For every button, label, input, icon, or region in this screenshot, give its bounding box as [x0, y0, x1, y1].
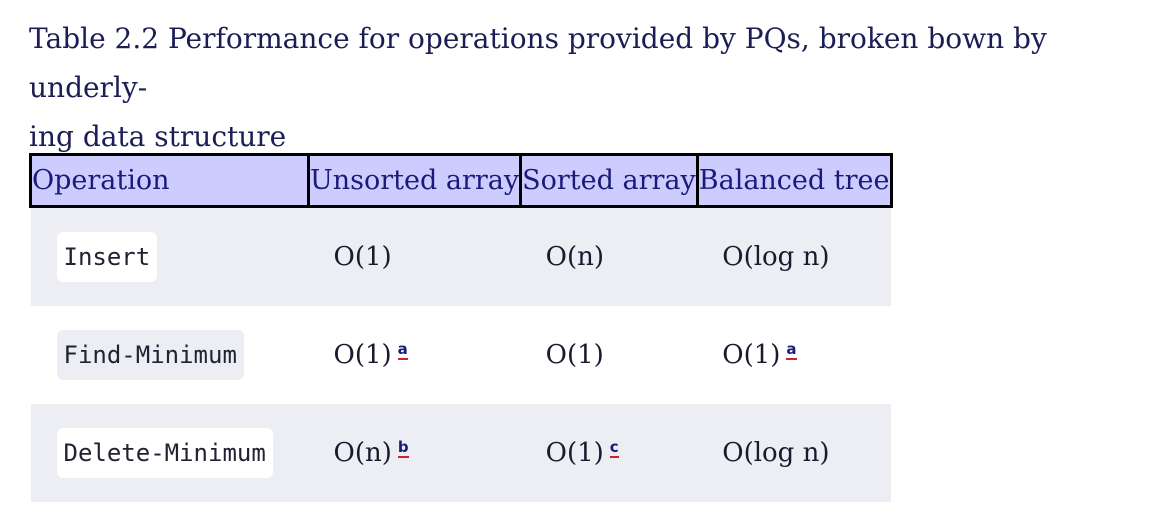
complexity-value: O(n) [545, 242, 604, 272]
complexity-value: O(1) [333, 242, 392, 272]
table-row: Find-Minimum O(1) a O(1) O(1) a [30, 306, 891, 404]
sorted-cell: O(1) c [520, 404, 698, 502]
header-sorted-array: Sorted array [519, 153, 699, 208]
balanced-cell: O(log n) [697, 206, 891, 306]
performance-table: Operation Unsorted array Sorted array Ba… [29, 153, 893, 502]
operation-code: Find-Minimum [56, 330, 244, 380]
footnote-link[interactable]: a [397, 340, 408, 360]
complexity-value: O(log n) [722, 242, 830, 272]
footnote-link[interactable]: b [397, 438, 409, 458]
header-operation: Operation [29, 153, 310, 208]
complexity-value: O(1) [545, 438, 604, 468]
footnote-link[interactable]: a [786, 340, 797, 360]
unsorted-cell: O(n) b [308, 404, 521, 502]
operation-cell: Insert [30, 206, 309, 306]
table-row: Insert O(1) O(n) O(log n) [30, 206, 891, 306]
caption-line-2: ing data structure [29, 120, 287, 153]
complexity-value: O(log n) [722, 438, 830, 468]
complexity-value: O(1) [545, 340, 604, 370]
operation-cell: Find-Minimum [30, 306, 309, 404]
header-row: Operation Unsorted array Sorted array Ba… [29, 153, 893, 208]
sorted-cell: O(1) [520, 306, 698, 404]
balanced-cell: O(log n) [697, 404, 891, 502]
unsorted-cell: O(1) [308, 206, 521, 306]
header-unsorted-array: Unsorted array [306, 153, 523, 208]
operation-code: Insert [56, 232, 158, 282]
table-row: Delete-Minimum O(n) b O(1) c O(log n) [30, 404, 891, 502]
unsorted-cell: O(1) a [308, 306, 521, 404]
caption-line-1: Table 2.2 Performance for operations pro… [29, 22, 1047, 104]
complexity-value: O(1) [722, 340, 781, 370]
table-caption: Table 2.2 Performance for operations pro… [29, 14, 1139, 161]
header-balanced-tree: Balanced tree [695, 153, 893, 208]
operation-code: Delete-Minimum [56, 428, 273, 478]
footnote-link[interactable]: c [609, 438, 619, 458]
complexity-value: O(1) [333, 340, 392, 370]
sorted-cell: O(n) [520, 206, 698, 306]
operation-cell: Delete-Minimum [30, 404, 309, 502]
complexity-value: O(n) [333, 438, 392, 468]
balanced-cell: O(1) a [697, 306, 891, 404]
